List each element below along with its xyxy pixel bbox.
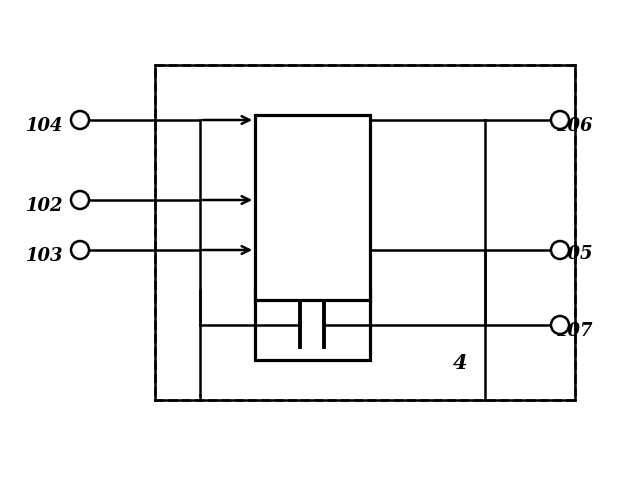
- Text: 103: 103: [26, 247, 64, 265]
- Text: 104: 104: [26, 117, 64, 135]
- Text: 101: 101: [288, 338, 332, 358]
- Bar: [255, 290, 370, 360]
- Circle shape: [71, 191, 89, 209]
- Circle shape: [551, 111, 569, 129]
- Text: 107: 107: [556, 322, 593, 340]
- Bar: [255, 115, 370, 300]
- Text: 100: 100: [289, 194, 335, 216]
- Text: RG: RG: [268, 285, 301, 303]
- Circle shape: [551, 316, 569, 334]
- Circle shape: [551, 241, 569, 259]
- Circle shape: [71, 241, 89, 259]
- Text: 4: 4: [453, 353, 467, 373]
- Text: 102: 102: [26, 197, 64, 215]
- Text: Фиг. 5: Фиг. 5: [264, 174, 364, 206]
- Text: 105: 105: [556, 245, 593, 263]
- Text: 106: 106: [556, 117, 593, 135]
- Circle shape: [71, 111, 89, 129]
